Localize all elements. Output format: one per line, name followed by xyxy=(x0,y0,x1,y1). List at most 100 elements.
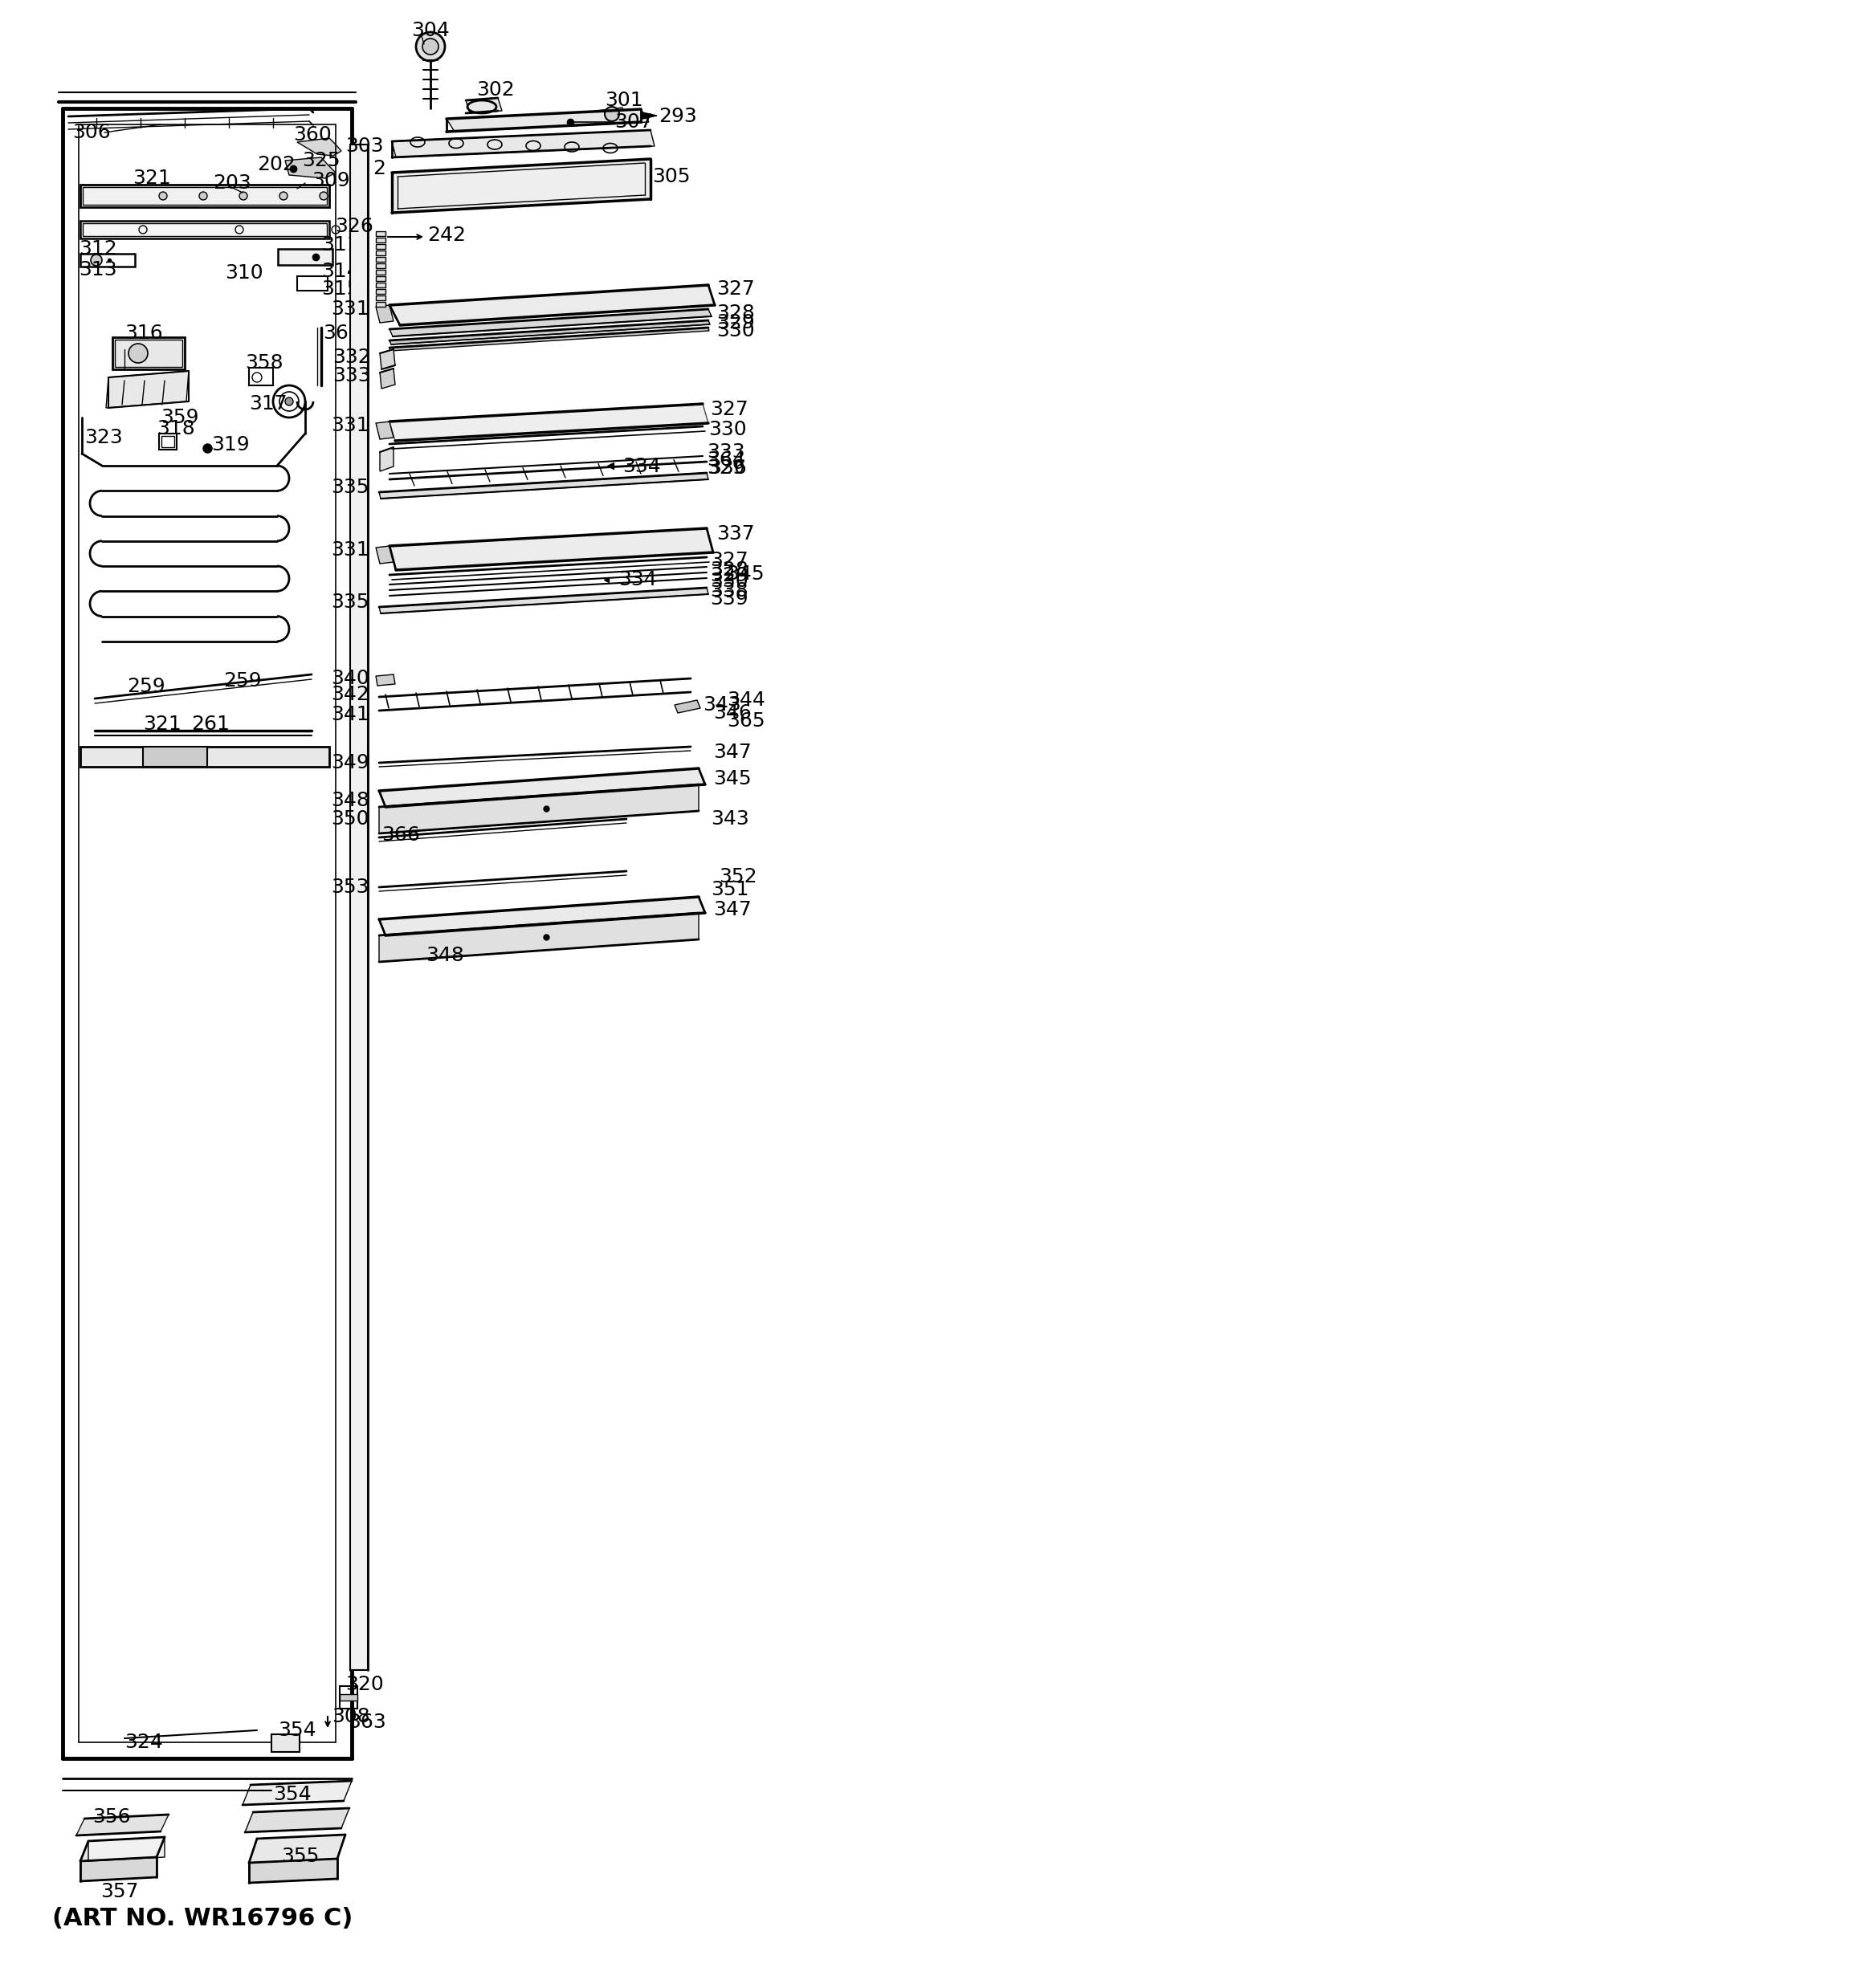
Circle shape xyxy=(605,107,618,121)
Circle shape xyxy=(280,193,288,201)
Circle shape xyxy=(319,193,327,201)
Text: 365: 365 xyxy=(727,712,766,732)
Bar xyxy=(375,231,385,237)
Text: 202: 202 xyxy=(258,155,295,175)
Text: 302: 302 xyxy=(476,80,514,99)
Text: 303: 303 xyxy=(346,137,385,155)
Text: 343: 343 xyxy=(702,696,742,714)
Text: 333: 333 xyxy=(333,366,372,386)
Polygon shape xyxy=(375,674,396,686)
Polygon shape xyxy=(643,113,658,119)
Bar xyxy=(161,435,174,447)
Text: 354: 354 xyxy=(273,1785,312,1805)
Polygon shape xyxy=(379,588,708,614)
Text: 357: 357 xyxy=(101,1883,138,1901)
Polygon shape xyxy=(465,97,502,113)
Polygon shape xyxy=(248,1859,338,1883)
Polygon shape xyxy=(379,769,704,807)
Text: 337: 337 xyxy=(715,525,755,543)
Polygon shape xyxy=(379,897,704,936)
Polygon shape xyxy=(596,107,624,123)
Text: 332: 332 xyxy=(333,348,372,368)
Text: 356: 356 xyxy=(92,1807,131,1827)
Text: 2: 2 xyxy=(372,159,385,179)
Polygon shape xyxy=(674,700,700,714)
Text: 345: 345 xyxy=(727,565,764,584)
Polygon shape xyxy=(297,137,342,155)
Text: 353: 353 xyxy=(331,877,370,897)
Polygon shape xyxy=(379,912,699,962)
Bar xyxy=(375,239,385,243)
Bar xyxy=(82,187,327,205)
Text: 347: 347 xyxy=(714,901,751,918)
Text: 321: 321 xyxy=(133,169,170,189)
Polygon shape xyxy=(390,284,715,326)
Text: 354: 354 xyxy=(278,1722,316,1740)
Text: 319: 319 xyxy=(211,435,250,455)
Circle shape xyxy=(92,254,103,266)
Text: 349: 349 xyxy=(331,753,370,773)
Polygon shape xyxy=(446,109,648,131)
Text: 318: 318 xyxy=(157,419,194,439)
Text: 348: 348 xyxy=(331,791,370,811)
Bar xyxy=(82,223,327,237)
Text: 309: 309 xyxy=(312,171,349,191)
Polygon shape xyxy=(379,350,396,370)
Text: 334: 334 xyxy=(618,571,658,588)
Text: 330: 330 xyxy=(715,322,755,340)
Circle shape xyxy=(239,193,247,201)
Bar xyxy=(80,185,329,207)
Text: 329: 329 xyxy=(710,567,749,584)
Text: 328: 328 xyxy=(715,304,755,322)
Circle shape xyxy=(286,398,293,406)
Bar xyxy=(80,221,329,239)
Polygon shape xyxy=(390,308,712,336)
Text: 334: 334 xyxy=(622,457,661,475)
Text: 328: 328 xyxy=(710,561,749,580)
Bar xyxy=(340,1694,357,1700)
Bar xyxy=(375,262,385,268)
Bar xyxy=(144,747,207,767)
Text: 345: 345 xyxy=(714,769,751,789)
Text: 351: 351 xyxy=(710,881,749,899)
Text: 329: 329 xyxy=(715,314,755,332)
Text: 301: 301 xyxy=(605,91,643,109)
Bar xyxy=(375,250,385,254)
Polygon shape xyxy=(375,547,394,565)
Text: 306: 306 xyxy=(73,123,110,141)
Text: 323: 323 xyxy=(84,427,123,447)
Text: 333: 333 xyxy=(706,443,745,461)
Text: 362: 362 xyxy=(323,324,361,342)
Text: 335: 335 xyxy=(331,477,370,497)
Circle shape xyxy=(417,32,445,62)
Text: 312: 312 xyxy=(78,239,118,258)
Text: 330: 330 xyxy=(708,419,747,439)
Text: 340: 340 xyxy=(331,668,370,688)
Text: 308: 308 xyxy=(333,1708,370,1726)
Circle shape xyxy=(422,38,439,54)
Text: 315: 315 xyxy=(321,280,359,298)
Text: 259: 259 xyxy=(127,676,164,696)
Bar xyxy=(375,296,385,300)
Polygon shape xyxy=(243,1781,351,1805)
Polygon shape xyxy=(88,1837,164,1861)
Bar xyxy=(375,302,385,306)
Text: 355: 355 xyxy=(280,1847,319,1867)
Text: 344: 344 xyxy=(727,690,766,710)
Text: 331: 331 xyxy=(331,300,370,318)
Text: 321: 321 xyxy=(144,714,181,734)
Bar xyxy=(112,338,185,370)
Circle shape xyxy=(129,344,148,364)
Polygon shape xyxy=(379,785,699,833)
Bar xyxy=(375,245,385,248)
Polygon shape xyxy=(286,157,336,179)
Bar xyxy=(159,433,177,449)
Bar xyxy=(375,270,385,274)
Bar xyxy=(375,276,385,280)
Polygon shape xyxy=(375,421,394,439)
Circle shape xyxy=(200,193,207,201)
Text: 304: 304 xyxy=(411,22,450,40)
Text: 261: 261 xyxy=(191,714,230,734)
Text: 352: 352 xyxy=(719,867,757,887)
Text: 360: 360 xyxy=(293,125,331,145)
